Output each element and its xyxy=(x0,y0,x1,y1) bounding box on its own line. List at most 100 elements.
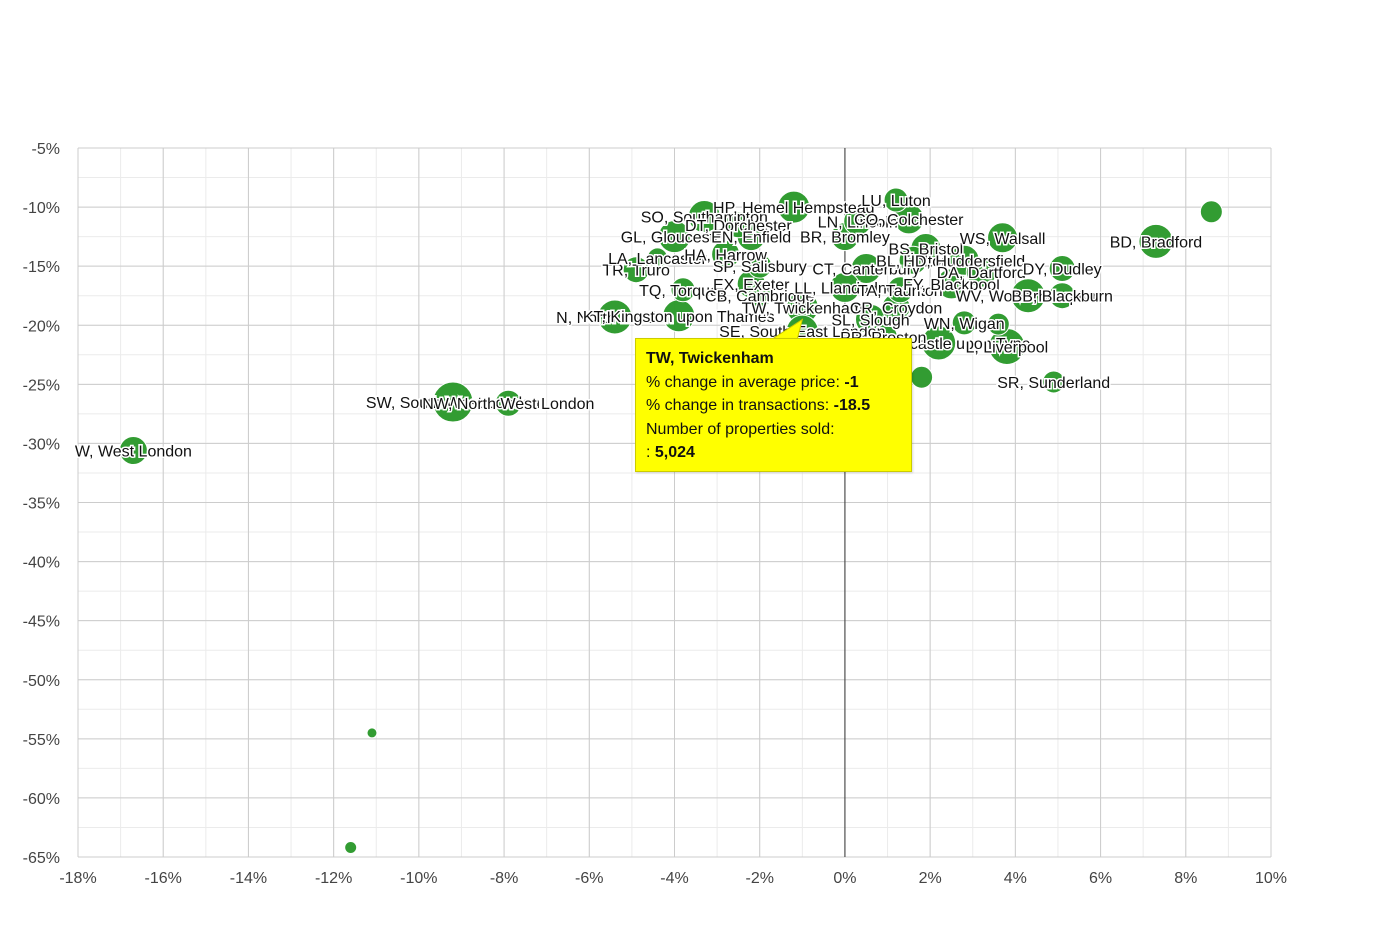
point-label: GL, Gloucester xyxy=(621,230,729,247)
data-point[interactable] xyxy=(1138,223,1174,259)
point-label: LN, Lincoln xyxy=(818,214,898,231)
point-label: CR, Croydon xyxy=(850,301,942,318)
major-gridlines xyxy=(77,147,1272,858)
data-point[interactable] xyxy=(987,222,1019,254)
tooltip-transactions-label: % change in transactions: xyxy=(646,397,830,414)
data-point[interactable] xyxy=(1199,200,1223,224)
data-point[interactable] xyxy=(898,245,928,275)
data-point[interactable] xyxy=(747,253,773,279)
point-label: KT, Kingston upon Thames xyxy=(583,309,775,326)
point-label: DY, Dudley xyxy=(1023,262,1102,279)
y-tick-label: -55% xyxy=(23,732,60,749)
x-axis-tick-labels: -18% -16% -14% -12% -10% -8% -6% -4% -2% 0% 2% 4% 6%… xyxy=(59,870,1287,887)
data-point[interactable] xyxy=(777,190,811,224)
x-tick-label: -8% xyxy=(490,870,518,887)
data-point[interactable] xyxy=(1010,278,1046,314)
tooltip-price-label: % change in average price: xyxy=(646,373,840,391)
data-point[interactable] xyxy=(1048,282,1076,310)
data-point[interactable] xyxy=(843,206,873,236)
point-label: DA, Dartford xyxy=(937,265,1026,282)
x-tick-label: -2% xyxy=(745,870,773,887)
tooltip: TW, Twickenham % change in average price… xyxy=(635,338,912,472)
x-tick-label: -6% xyxy=(575,870,603,887)
point-label: W, West London xyxy=(75,444,192,461)
data-point[interactable] xyxy=(986,312,1010,336)
data-point[interactable] xyxy=(747,283,773,309)
point-label: NW, North West London xyxy=(422,396,594,413)
point-label: SE, South East London xyxy=(719,324,885,341)
data-point[interactable] xyxy=(494,389,522,417)
point-label: CT, Canterbury xyxy=(812,262,920,279)
point-label: BB, Blackburn xyxy=(1012,289,1113,306)
y-tick-label: -65% xyxy=(23,850,60,867)
y-tick-label: -35% xyxy=(23,496,60,513)
point-label: WV, Wolverhampton xyxy=(956,289,1101,306)
point-label: WN, Wigan xyxy=(924,316,1005,333)
tooltip-sold-value: 5,024 xyxy=(654,444,695,461)
y-tick-label: -60% xyxy=(23,791,60,808)
data-point[interactable] xyxy=(921,325,957,361)
x-tick-label: 2% xyxy=(919,870,942,887)
point-label: BS, Bristol xyxy=(889,241,964,258)
y-tick-label: -20% xyxy=(23,318,60,335)
data-point[interactable] xyxy=(724,211,752,239)
data-point[interactable] xyxy=(910,365,934,389)
data-point[interactable] xyxy=(432,381,474,423)
point-label: BL, Bolton xyxy=(876,253,950,270)
y-tick-label: -25% xyxy=(23,377,60,394)
point-label: BR, Bromley xyxy=(800,230,890,247)
data-point[interactable] xyxy=(658,220,691,254)
data-point[interactable] xyxy=(1042,370,1066,394)
point-label: SR, Sunderland xyxy=(997,375,1110,392)
x-tick-label: 4% xyxy=(1004,870,1027,887)
x-tick-label: 10% xyxy=(1255,870,1287,887)
data-point[interactable] xyxy=(366,727,378,739)
point-label: LL, Llandudno xyxy=(794,280,896,297)
data-point[interactable] xyxy=(829,271,861,303)
data-point[interactable] xyxy=(893,203,925,235)
y-tick-label: -10% xyxy=(23,200,60,217)
y-tick-label: -15% xyxy=(23,259,60,276)
data-point[interactable] xyxy=(670,277,696,303)
point-label: HP, Hemel Hempstead xyxy=(713,200,875,217)
data-point[interactable] xyxy=(622,256,650,284)
y-tick-label: -40% xyxy=(23,555,60,572)
point-label: TW, Twickenham xyxy=(742,301,864,318)
data-point[interactable] xyxy=(687,200,721,234)
point-label: SL, Slough xyxy=(831,312,909,329)
data-point[interactable] xyxy=(711,239,741,269)
y-tick-label: -5% xyxy=(32,141,60,158)
point-label: CO, Colchester xyxy=(854,212,964,229)
x-tick-label: -16% xyxy=(145,870,182,887)
data-point[interactable] xyxy=(597,299,633,335)
y-tick-label: -50% xyxy=(23,673,60,690)
x-tick-label: -10% xyxy=(400,870,437,887)
point-label: HD, Huddersfield xyxy=(903,253,1025,270)
point-label: DT, Dorchester xyxy=(685,218,792,235)
data-point[interactable] xyxy=(886,276,914,304)
data-points xyxy=(118,187,1223,855)
tooltip-sold-prefix: : xyxy=(646,444,651,461)
data-point[interactable] xyxy=(951,310,977,336)
point-label: BD, Bradford xyxy=(1110,234,1202,251)
data-point[interactable] xyxy=(118,436,148,466)
data-point[interactable] xyxy=(1048,255,1076,283)
data-point[interactable] xyxy=(344,841,358,855)
y-tick-label: -30% xyxy=(23,436,60,453)
data-point[interactable] xyxy=(965,256,997,288)
point-label: TQ, Torquay xyxy=(639,283,727,300)
tooltip-title: TW, Twickenham xyxy=(646,350,774,367)
tooltip-sold-label: Number of properties sold: xyxy=(646,420,835,438)
point-label: TA, Taunton xyxy=(858,283,943,300)
x-tick-label: -18% xyxy=(59,870,96,887)
data-point[interactable] xyxy=(883,187,909,213)
point-label: LA, Lancaster xyxy=(608,251,707,268)
point-label: LU, Luton xyxy=(861,193,930,210)
point-label: EN, Enfield xyxy=(711,230,791,247)
data-point[interactable] xyxy=(646,247,668,269)
data-point[interactable] xyxy=(850,253,882,285)
point-label: CB, Cambridge xyxy=(705,289,814,306)
x-tick-label: -12% xyxy=(315,870,352,887)
